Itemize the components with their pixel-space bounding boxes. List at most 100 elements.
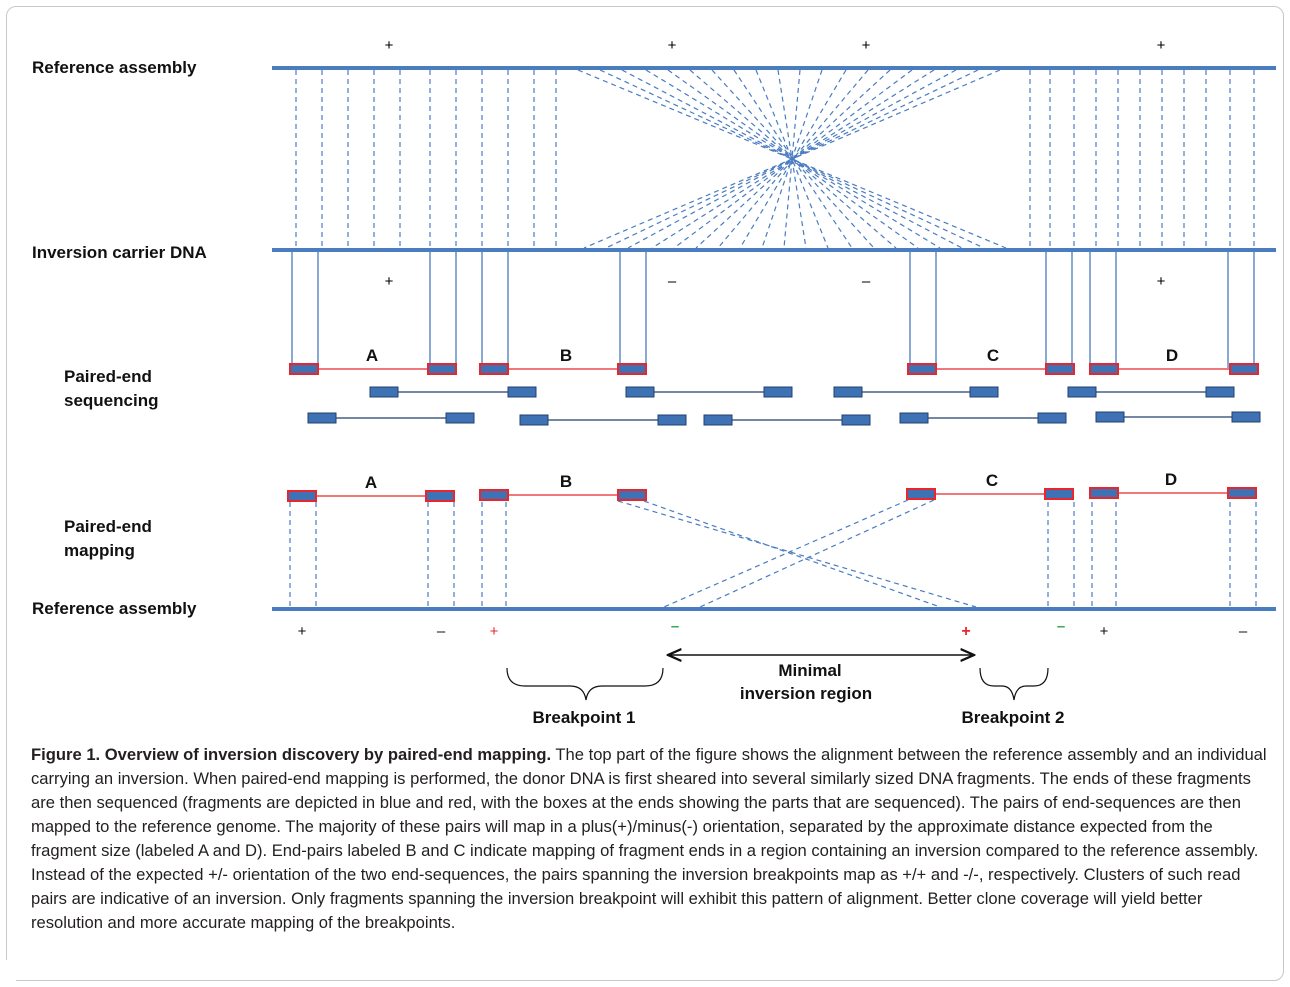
mapping-fragments: A B C D — [287, 470, 1257, 502]
sign-top-4: + — [1157, 37, 1166, 54]
fragment-other — [1095, 411, 1261, 423]
fragment-end-box — [1037, 412, 1067, 424]
fragment-end-box — [1045, 363, 1075, 375]
fragment-other — [625, 386, 793, 398]
alignment-lines-vertical — [295, 70, 1255, 248]
fragment-end-box — [1095, 411, 1125, 423]
inverted-alignment-line — [717, 69, 869, 249]
inverted-alignment-line — [583, 69, 1001, 249]
fragment-end-box — [427, 363, 457, 375]
mapping-connector-inverted — [699, 499, 935, 608]
fragment-end-box — [445, 412, 475, 424]
sign-bottom-1: + — [298, 623, 307, 640]
minimal-region-label-1: Minimal — [778, 661, 841, 680]
fragment-end-box — [1044, 488, 1074, 500]
fragment-end-box — [969, 386, 999, 398]
sign-carrier-2: – — [668, 273, 677, 290]
label-inversion-carrier: Inversion carrier DNA — [32, 243, 207, 262]
sequencing-other-fragments — [307, 386, 1261, 426]
fragment-a-mapping: A — [287, 473, 455, 502]
figure-caption: Figure 1. Overview of inversion discover… — [31, 743, 1267, 935]
fragment-other — [369, 386, 537, 398]
label-pe-sequencing-2: sequencing — [64, 391, 158, 410]
sign-bottom-4: – — [671, 618, 679, 635]
sign-top-2: + — [668, 37, 677, 54]
fragment-end-box — [1227, 487, 1257, 499]
fragment-label: B — [560, 472, 572, 491]
fragment-other — [833, 386, 999, 398]
breakpoint2-brace — [979, 667, 1049, 701]
fragment-end-box — [369, 386, 399, 398]
fragment-b-mapping: B — [479, 472, 647, 501]
breakpoint2-label: Breakpoint 2 — [962, 708, 1065, 727]
fragment-label: C — [987, 346, 999, 365]
inverted-alignment-line — [695, 69, 891, 249]
sign-carrier-1: + — [385, 273, 394, 290]
fragment-end-box — [507, 386, 537, 398]
fragment-end-box — [1067, 386, 1097, 398]
fragment-end-box — [1089, 363, 1119, 375]
fragment-end-box — [625, 386, 655, 398]
sequencing-fragments: A B C D — [289, 346, 1259, 375]
label-reference-assembly-bottom: Reference assembly — [32, 599, 197, 618]
sign-carrier-3: – — [862, 273, 871, 290]
fragment-end-box — [906, 488, 936, 500]
sign-bottom-2: – — [437, 623, 446, 640]
fragment-label: A — [366, 346, 378, 365]
fragment-other — [1067, 386, 1235, 398]
fragment-end-box — [1205, 386, 1235, 398]
caption-title: Figure 1. Overview of inversion discover… — [31, 745, 552, 764]
inverted-alignment-line — [605, 69, 979, 249]
inverted-alignment-line — [783, 69, 801, 249]
fragment-end-box — [833, 386, 863, 398]
fragment-end-box — [1089, 487, 1119, 499]
label-reference-assembly-top: Reference assembly — [32, 58, 197, 77]
minimal-region-label-2: inversion region — [740, 684, 872, 703]
fragment-b-sequencing: B — [479, 346, 647, 375]
fragment-end-box — [617, 489, 647, 501]
sign-bottom-7: + — [1100, 623, 1109, 640]
sign-bottom-6: – — [1057, 618, 1065, 635]
fragment-end-box — [479, 489, 509, 501]
fragment-label: C — [986, 471, 998, 490]
fragment-end-box — [617, 363, 647, 375]
label-pe-sequencing-1: Paired-end — [64, 367, 152, 386]
fragment-end-box — [479, 363, 509, 375]
fragment-other — [307, 412, 475, 424]
fragment-end-box — [763, 386, 793, 398]
fragment-c-mapping: C — [906, 471, 1074, 500]
fragment-other — [899, 412, 1067, 424]
sign-carrier-4: + — [1157, 273, 1166, 290]
sign-bottom-5: + — [961, 623, 970, 640]
mapping-connector-inverted — [643, 500, 941, 608]
fragment-end-box — [289, 363, 319, 375]
caption-body: The top part of the figure shows the ali… — [31, 745, 1267, 932]
alignment-lines-inverted — [577, 69, 1007, 249]
fragment-label: B — [560, 346, 572, 365]
fragment-end-box — [899, 412, 929, 424]
fragment-end-box — [841, 414, 871, 426]
sequencing-connectors — [291, 252, 1255, 368]
fragment-end-box — [1229, 363, 1259, 375]
fragment-end-box — [1231, 411, 1261, 423]
fragment-end-box — [287, 490, 317, 502]
fragment-other — [703, 414, 871, 426]
fragment-c-sequencing: C — [907, 346, 1075, 375]
sign-bottom-3: + — [490, 623, 499, 640]
sign-top-1: + — [385, 37, 394, 54]
fragment-end-box — [519, 414, 549, 426]
breakpoint1-label: Breakpoint 1 — [533, 708, 636, 727]
fragment-end-box — [307, 412, 337, 424]
fragment-end-box — [425, 490, 455, 502]
fragment-end-box — [907, 363, 937, 375]
fragment-end-box — [657, 414, 687, 426]
mapping-connector-inverted — [617, 500, 977, 608]
fragment-other — [519, 414, 687, 426]
label-pe-mapping-2: mapping — [64, 541, 135, 560]
fragment-d-sequencing: D — [1089, 346, 1259, 375]
inverted-alignment-line — [627, 69, 957, 249]
figure-frame — [6, 6, 1284, 981]
sign-bottom-8: – — [1239, 623, 1248, 640]
mapping-connectors — [289, 499, 1257, 608]
fragment-end-box — [703, 414, 733, 426]
